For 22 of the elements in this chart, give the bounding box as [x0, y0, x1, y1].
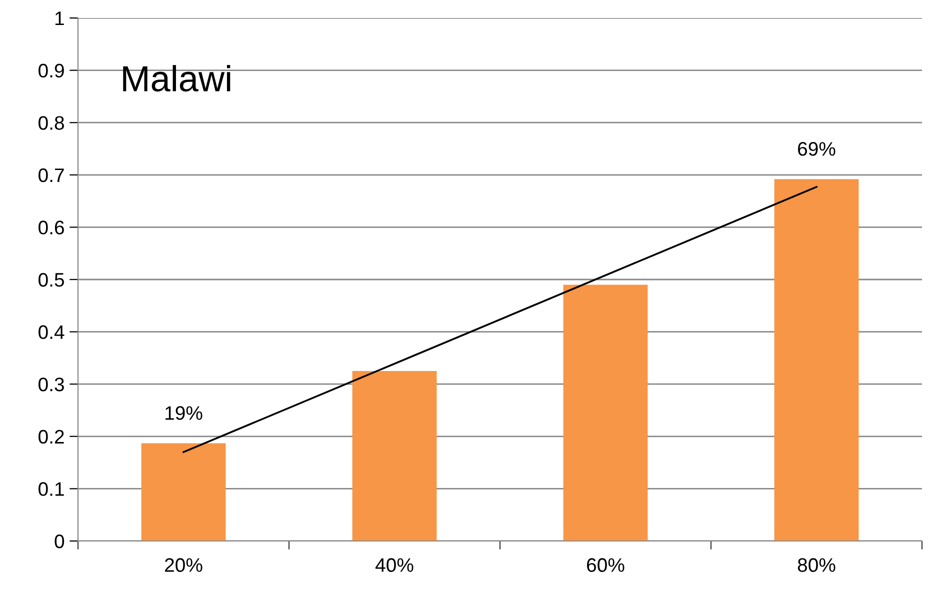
y-tick-label: 0.5: [38, 272, 64, 287]
y-tick-label: 0.8: [38, 116, 64, 130]
data-label: 19%: [166, 406, 202, 420]
y-tick-label: 0.7: [38, 168, 64, 182]
y-tick-label: 0.3: [38, 378, 64, 392]
y-tick-label: 0.1: [38, 482, 64, 496]
y-tick-label: 0.9: [38, 64, 64, 78]
y-tick-label: 0: [54, 534, 64, 548]
bar: [141, 443, 226, 541]
x-tick-label: 60%: [587, 558, 624, 572]
y-tick-label: 0.4: [38, 325, 64, 340]
text: Malawi: [123, 65, 230, 92]
data-label: 69%: [798, 142, 836, 156]
bar: [352, 371, 437, 541]
bar: [774, 179, 859, 541]
bar: [563, 284, 648, 541]
x-tick-label: 40%: [375, 558, 414, 572]
y-tick-label: 1: [55, 12, 64, 26]
y-tick-label: 0.6: [38, 220, 64, 234]
x-tick-label: 80%: [798, 558, 836, 572]
y-tick-label: 0.2: [38, 430, 64, 444]
x-tick-label: 20%: [165, 558, 202, 572]
